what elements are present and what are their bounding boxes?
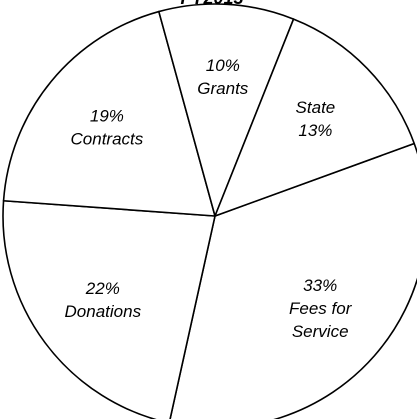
slice-label-contracts: 19% Contracts <box>71 107 144 149</box>
pie-labels: 33% Fees for Service 22% Donations 19% Contrac… <box>65 56 353 341</box>
pie-slice-fees-for-service <box>169 142 417 419</box>
slice-label-donations: 22% Donations <box>65 279 142 321</box>
slice-label-grants: 10% Grants <box>197 56 249 98</box>
slice-label-fees-for-service: 33% Fees for Service <box>289 276 353 341</box>
pie-slices <box>2 3 417 419</box>
pie-slice-state <box>214 18 416 217</box>
pie-slice-donations <box>2 199 216 419</box>
pie-slice-contracts <box>2 10 216 217</box>
slice-label-state: State 13% <box>296 98 336 140</box>
pie-slice-grants <box>158 3 295 217</box>
